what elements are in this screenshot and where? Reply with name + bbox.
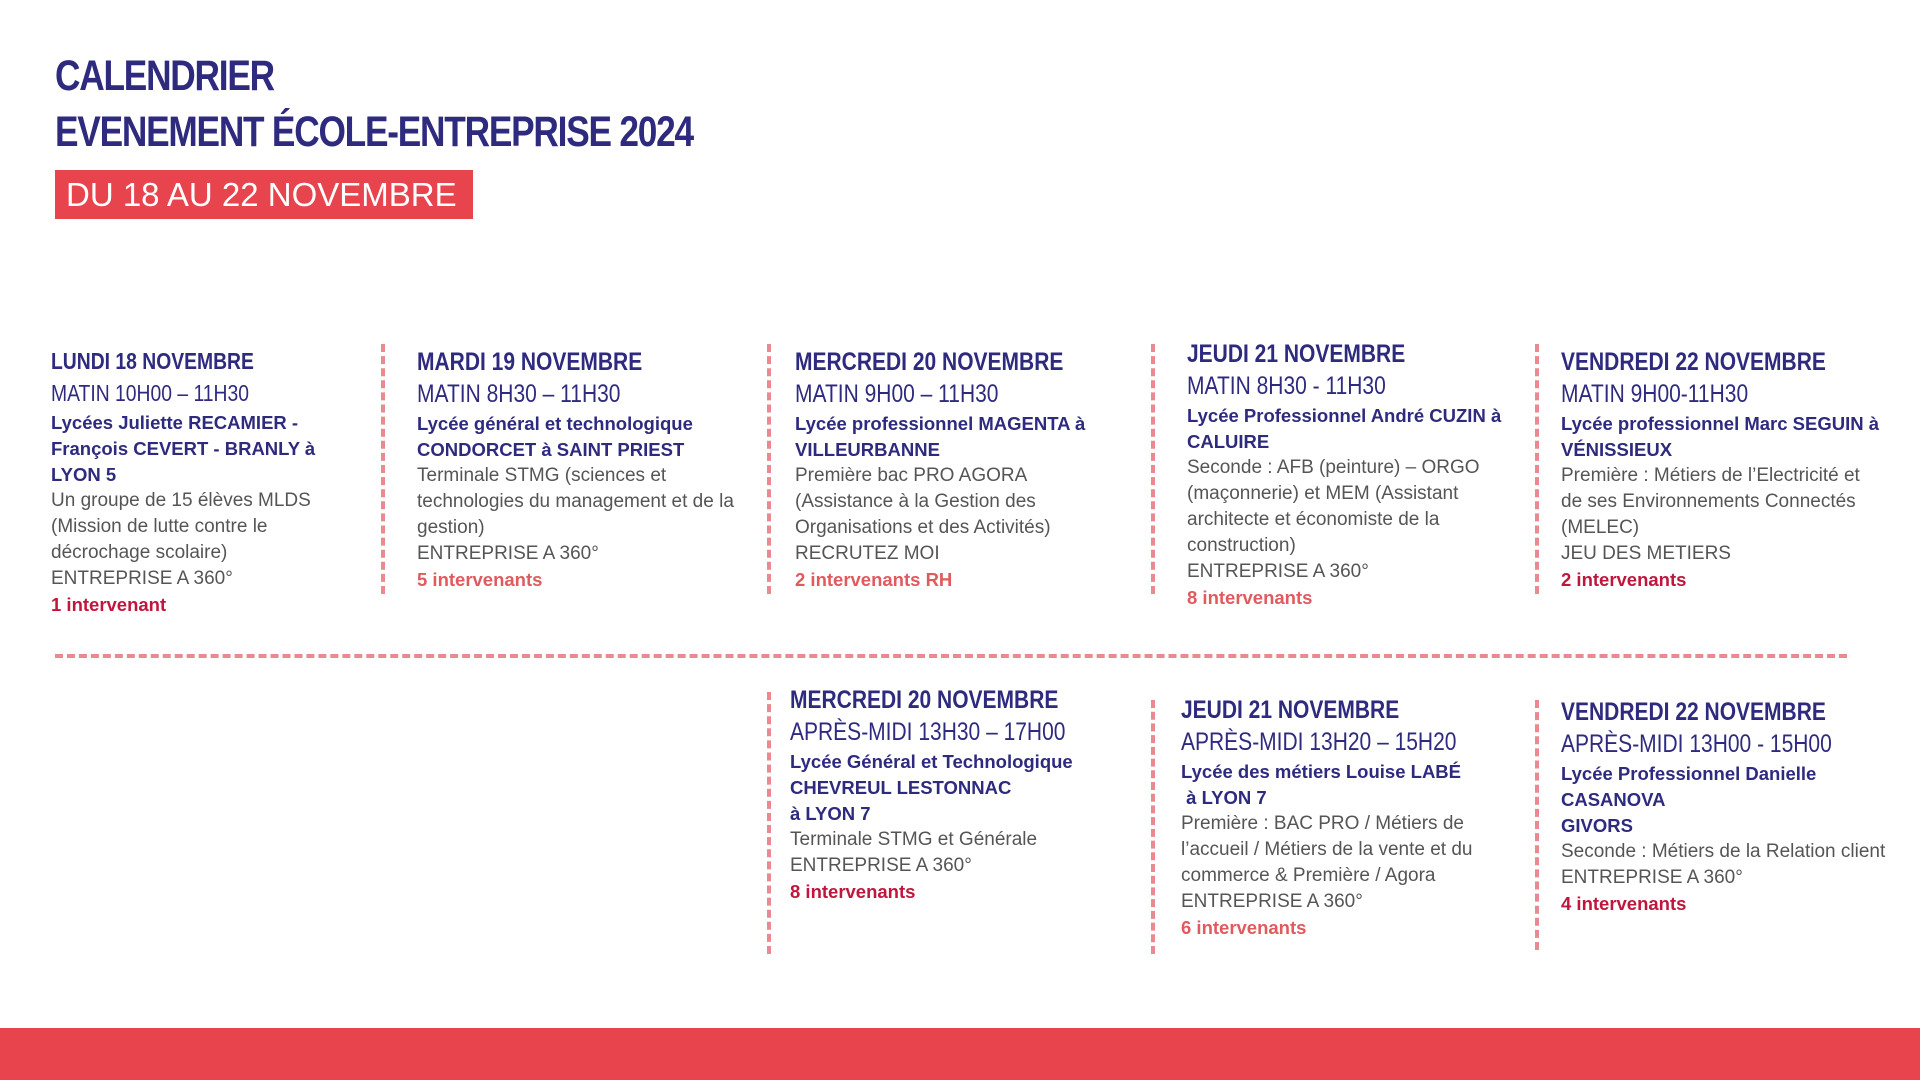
event-activity: RECRUTEZ MOI: [795, 543, 940, 564]
event-count: 4 intervenants: [1561, 893, 1687, 914]
event-time: MATIN 8H30 – 11H30: [417, 380, 621, 408]
event-day: JEUDI 21 NOVEMBRE: [1187, 340, 1406, 368]
event-description: Seconde : Métiers de la Relation client: [1561, 841, 1886, 862]
event-school: Lycée professionnel MAGENTA à VILLEURBAN…: [795, 413, 1086, 460]
event-day: MERCREDI 20 NOVEMBRE: [795, 348, 1064, 376]
event-count: 5 intervenants: [417, 569, 543, 590]
row-divider: [55, 654, 1847, 658]
event-day: MARDI 19 NOVEMBRE: [417, 348, 643, 376]
event-card: VENDREDI 22 NOVEMBRE APRÈS-MIDI 13H00 - …: [1561, 696, 1886, 917]
event-school: Lycée professionnel Marc SEGUIN à VÉNISS…: [1561, 413, 1880, 460]
event-day: LUNDI 18 NOVEMBRE: [51, 348, 254, 374]
event-time: MATIN 10H00 – 11H30: [51, 380, 249, 406]
event-day: JEUDI 21 NOVEMBRE: [1181, 696, 1400, 724]
event-school: Lycée Professionnel Danielle CASANOVA: [1561, 763, 1817, 810]
event-count: 6 intervenants: [1181, 917, 1307, 938]
event-school-location: à LYON 7: [790, 803, 871, 824]
column-divider: [1151, 344, 1155, 594]
event-count: 8 intervenants: [790, 881, 916, 902]
event-day: VENDREDI 22 NOVEMBRE: [1561, 698, 1826, 726]
title-line-1: CALENDRIER: [55, 52, 275, 100]
event-school-location: GIVORS: [1561, 815, 1633, 836]
event-description: Première : BAC PRO / Métiers de l’accuei…: [1181, 813, 1473, 886]
column-divider: [1535, 700, 1539, 950]
event-count: 2 intervenants: [1561, 569, 1687, 590]
event-description: Terminale STMG (sciences et technologies…: [417, 465, 734, 538]
event-activity: ENTREPRISE A 360°: [1181, 891, 1363, 912]
event-activity: ENTREPRISE A 360°: [1561, 867, 1743, 888]
event-count: 8 intervenants: [1187, 587, 1313, 608]
footer-bar: [0, 1028, 1920, 1080]
event-time: APRÈS-MIDI 13H20 – 15H20: [1181, 728, 1457, 756]
event-time: MATIN 9H00-11H30: [1561, 380, 1749, 408]
event-day: VENDREDI 22 NOVEMBRE: [1561, 348, 1826, 376]
event-description: Première : Métiers de l’Electricité et d…: [1561, 465, 1860, 538]
event-description: Terminale STMG et Générale: [790, 829, 1038, 850]
event-activity: ENTREPRISE A 360°: [417, 543, 599, 564]
event-card: JEUDI 21 NOVEMBRE APRÈS-MIDI 13H20 – 15H…: [1181, 694, 1506, 941]
event-card: MERCREDI 20 NOVEMBRE APRÈS-MIDI 13H30 – …: [790, 684, 1125, 905]
event-count: 1 intervenant: [51, 594, 167, 615]
page-title: CALENDRIER EVENEMENT ÉCOLE-ENTREPRISE 20…: [55, 48, 694, 160]
event-activity: JEU DES METIERS: [1561, 543, 1731, 564]
event-time: MATIN 9H00 – 11H30: [795, 380, 999, 408]
event-card: MARDI 19 NOVEMBRE MATIN 8H30 – 11H30 Lyc…: [417, 346, 747, 593]
event-activity: ENTREPRISE A 360°: [51, 568, 233, 589]
event-card: LUNDI 18 NOVEMBRE MATIN 10H00 – 11H30 Ly…: [51, 345, 341, 618]
event-time: APRÈS-MIDI 13H30 – 17H00: [790, 718, 1066, 746]
column-divider: [381, 344, 385, 594]
event-school: Lycée Général et Technologique CHEVREUL …: [790, 751, 1073, 798]
event-school: Lycée général et technologique CONDORCET…: [417, 413, 693, 460]
event-card: JEUDI 21 NOVEMBRE MATIN 8H30 - 11H30 Lyc…: [1187, 338, 1527, 611]
event-time: APRÈS-MIDI 13H00 - 15H00: [1561, 730, 1832, 758]
column-divider: [767, 692, 771, 954]
date-range-banner: DU 18 AU 22 NOVEMBRE: [55, 170, 473, 219]
event-count: 2 intervenants RH: [795, 569, 953, 590]
event-description: Seconde : AFB (peinture) – ORGO (maçonne…: [1187, 457, 1480, 556]
event-card: MERCREDI 20 NOVEMBRE MATIN 9H00 – 11H30 …: [795, 346, 1115, 593]
event-day: MERCREDI 20 NOVEMBRE: [790, 686, 1059, 714]
event-description: Un groupe de 15 élèves MLDS (Mission de …: [51, 490, 311, 563]
column-divider: [1535, 344, 1539, 594]
title-line-2: EVENEMENT ÉCOLE-ENTREPRISE 2024: [55, 108, 694, 156]
event-activity: ENTREPRISE A 360°: [790, 855, 972, 876]
event-card: VENDREDI 22 NOVEMBRE MATIN 9H00-11H30 Ly…: [1561, 346, 1886, 593]
event-school: Lycées Juliette RECAMIER - François CEVE…: [51, 412, 316, 485]
event-school-location: à LYON 7: [1181, 787, 1267, 808]
event-time: MATIN 8H30 - 11H30: [1187, 372, 1386, 400]
column-divider: [767, 344, 771, 594]
column-divider: [1151, 700, 1155, 954]
event-school: Lycée Professionnel André CUZIN à CALUIR…: [1187, 405, 1502, 452]
event-school: Lycée des métiers Louise LABÉ: [1181, 761, 1462, 782]
event-activity: ENTREPRISE A 360°: [1187, 561, 1369, 582]
event-description: Première bac PRO AGORA (Assistance à la …: [795, 465, 1051, 538]
